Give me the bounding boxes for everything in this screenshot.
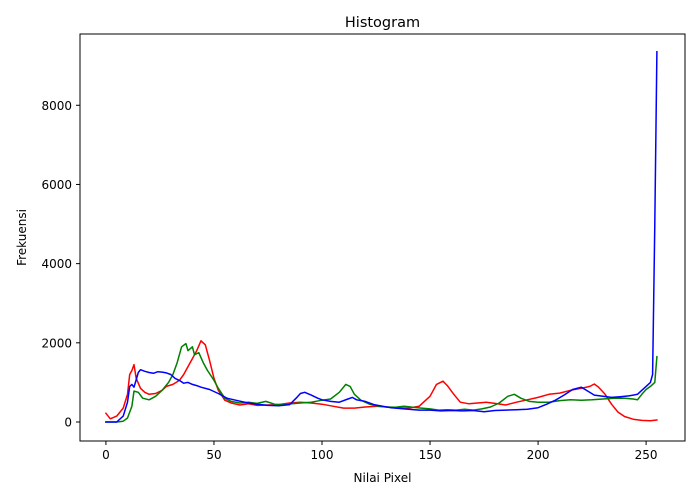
series-line-0: [104, 340, 658, 422]
x-tick-label: 0: [102, 448, 110, 462]
y-tick-label: 0: [64, 415, 72, 429]
series-layer: [104, 51, 658, 423]
chart-title: Histogram: [345, 15, 420, 31]
x-tick-label: 50: [206, 448, 221, 462]
y-tick-label: 4000: [41, 257, 72, 271]
plot-frame: [79, 33, 686, 442]
x-tick-label: 200: [527, 448, 550, 462]
y-axis: 0 2000 4000 6000 8000: [41, 99, 80, 429]
y-tick-label: 8000: [41, 99, 72, 113]
series-line-1: [105, 342, 658, 423]
x-tick-label: 250: [635, 448, 658, 462]
y-tick-label: 2000: [41, 336, 72, 350]
series-line-2: [105, 51, 658, 423]
x-axis: 0 50 100 150 200 250: [102, 441, 658, 462]
x-tick-label: 150: [419, 448, 442, 462]
y-tick-label: 6000: [41, 178, 72, 192]
x-axis-label: Nilai Pixel: [354, 471, 412, 485]
y-axis-label: Frekuensi: [15, 209, 29, 266]
x-tick-label: 100: [311, 448, 334, 462]
